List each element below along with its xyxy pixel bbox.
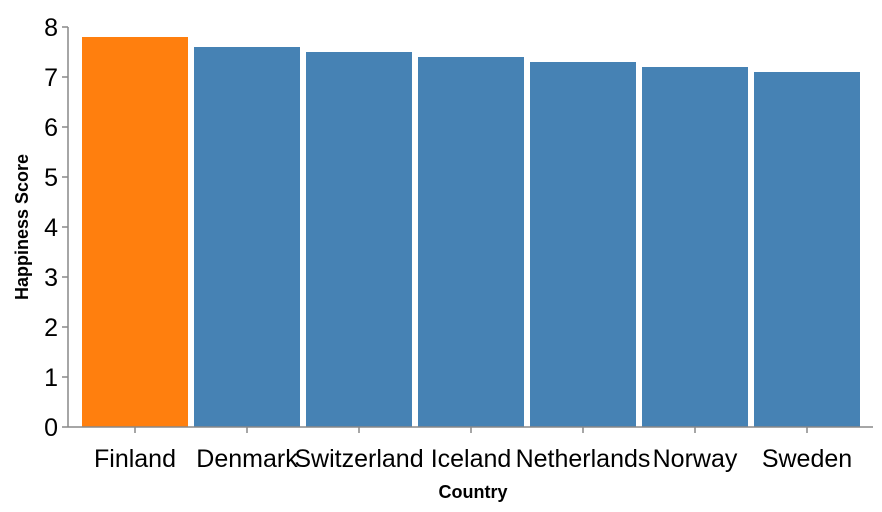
- bar-finland: [82, 37, 188, 427]
- y-tick-label: 3: [44, 264, 58, 292]
- y-tick-label: 4: [44, 214, 58, 242]
- x-tick-label-switzerland: Switzerland: [294, 445, 423, 473]
- y-tick-label: 7: [44, 64, 58, 92]
- x-tick-label-sweden: Sweden: [762, 445, 852, 473]
- y-tick-label: 2: [44, 314, 58, 342]
- x-tick-label-norway: Norway: [653, 445, 738, 473]
- bar-sweden: [754, 72, 860, 427]
- bar-iceland: [418, 57, 524, 427]
- x-tick-label-iceland: Iceland: [431, 445, 512, 473]
- bar-switzerland: [306, 52, 412, 427]
- bar-netherlands: [530, 62, 636, 427]
- bar-norway: [642, 67, 748, 427]
- y-tick-label: 0: [44, 414, 58, 442]
- x-tick-label-denmark: Denmark: [196, 445, 298, 473]
- bar-denmark: [194, 47, 300, 427]
- x-axis-title: Country: [439, 482, 508, 502]
- y-axis-title: Happiness Score: [12, 154, 32, 300]
- x-tick-label-finland: Finland: [94, 445, 176, 473]
- y-tick-label: 8: [44, 14, 58, 42]
- y-tick-label: 1: [44, 364, 58, 392]
- x-tick-label-netherlands: Netherlands: [516, 445, 651, 473]
- bars-group: [82, 37, 860, 427]
- y-axis: 0 1 2 3 4 5 6 7 8: [44, 14, 69, 442]
- y-tick-label: 5: [44, 164, 58, 192]
- y-tick-label: 6: [44, 114, 58, 142]
